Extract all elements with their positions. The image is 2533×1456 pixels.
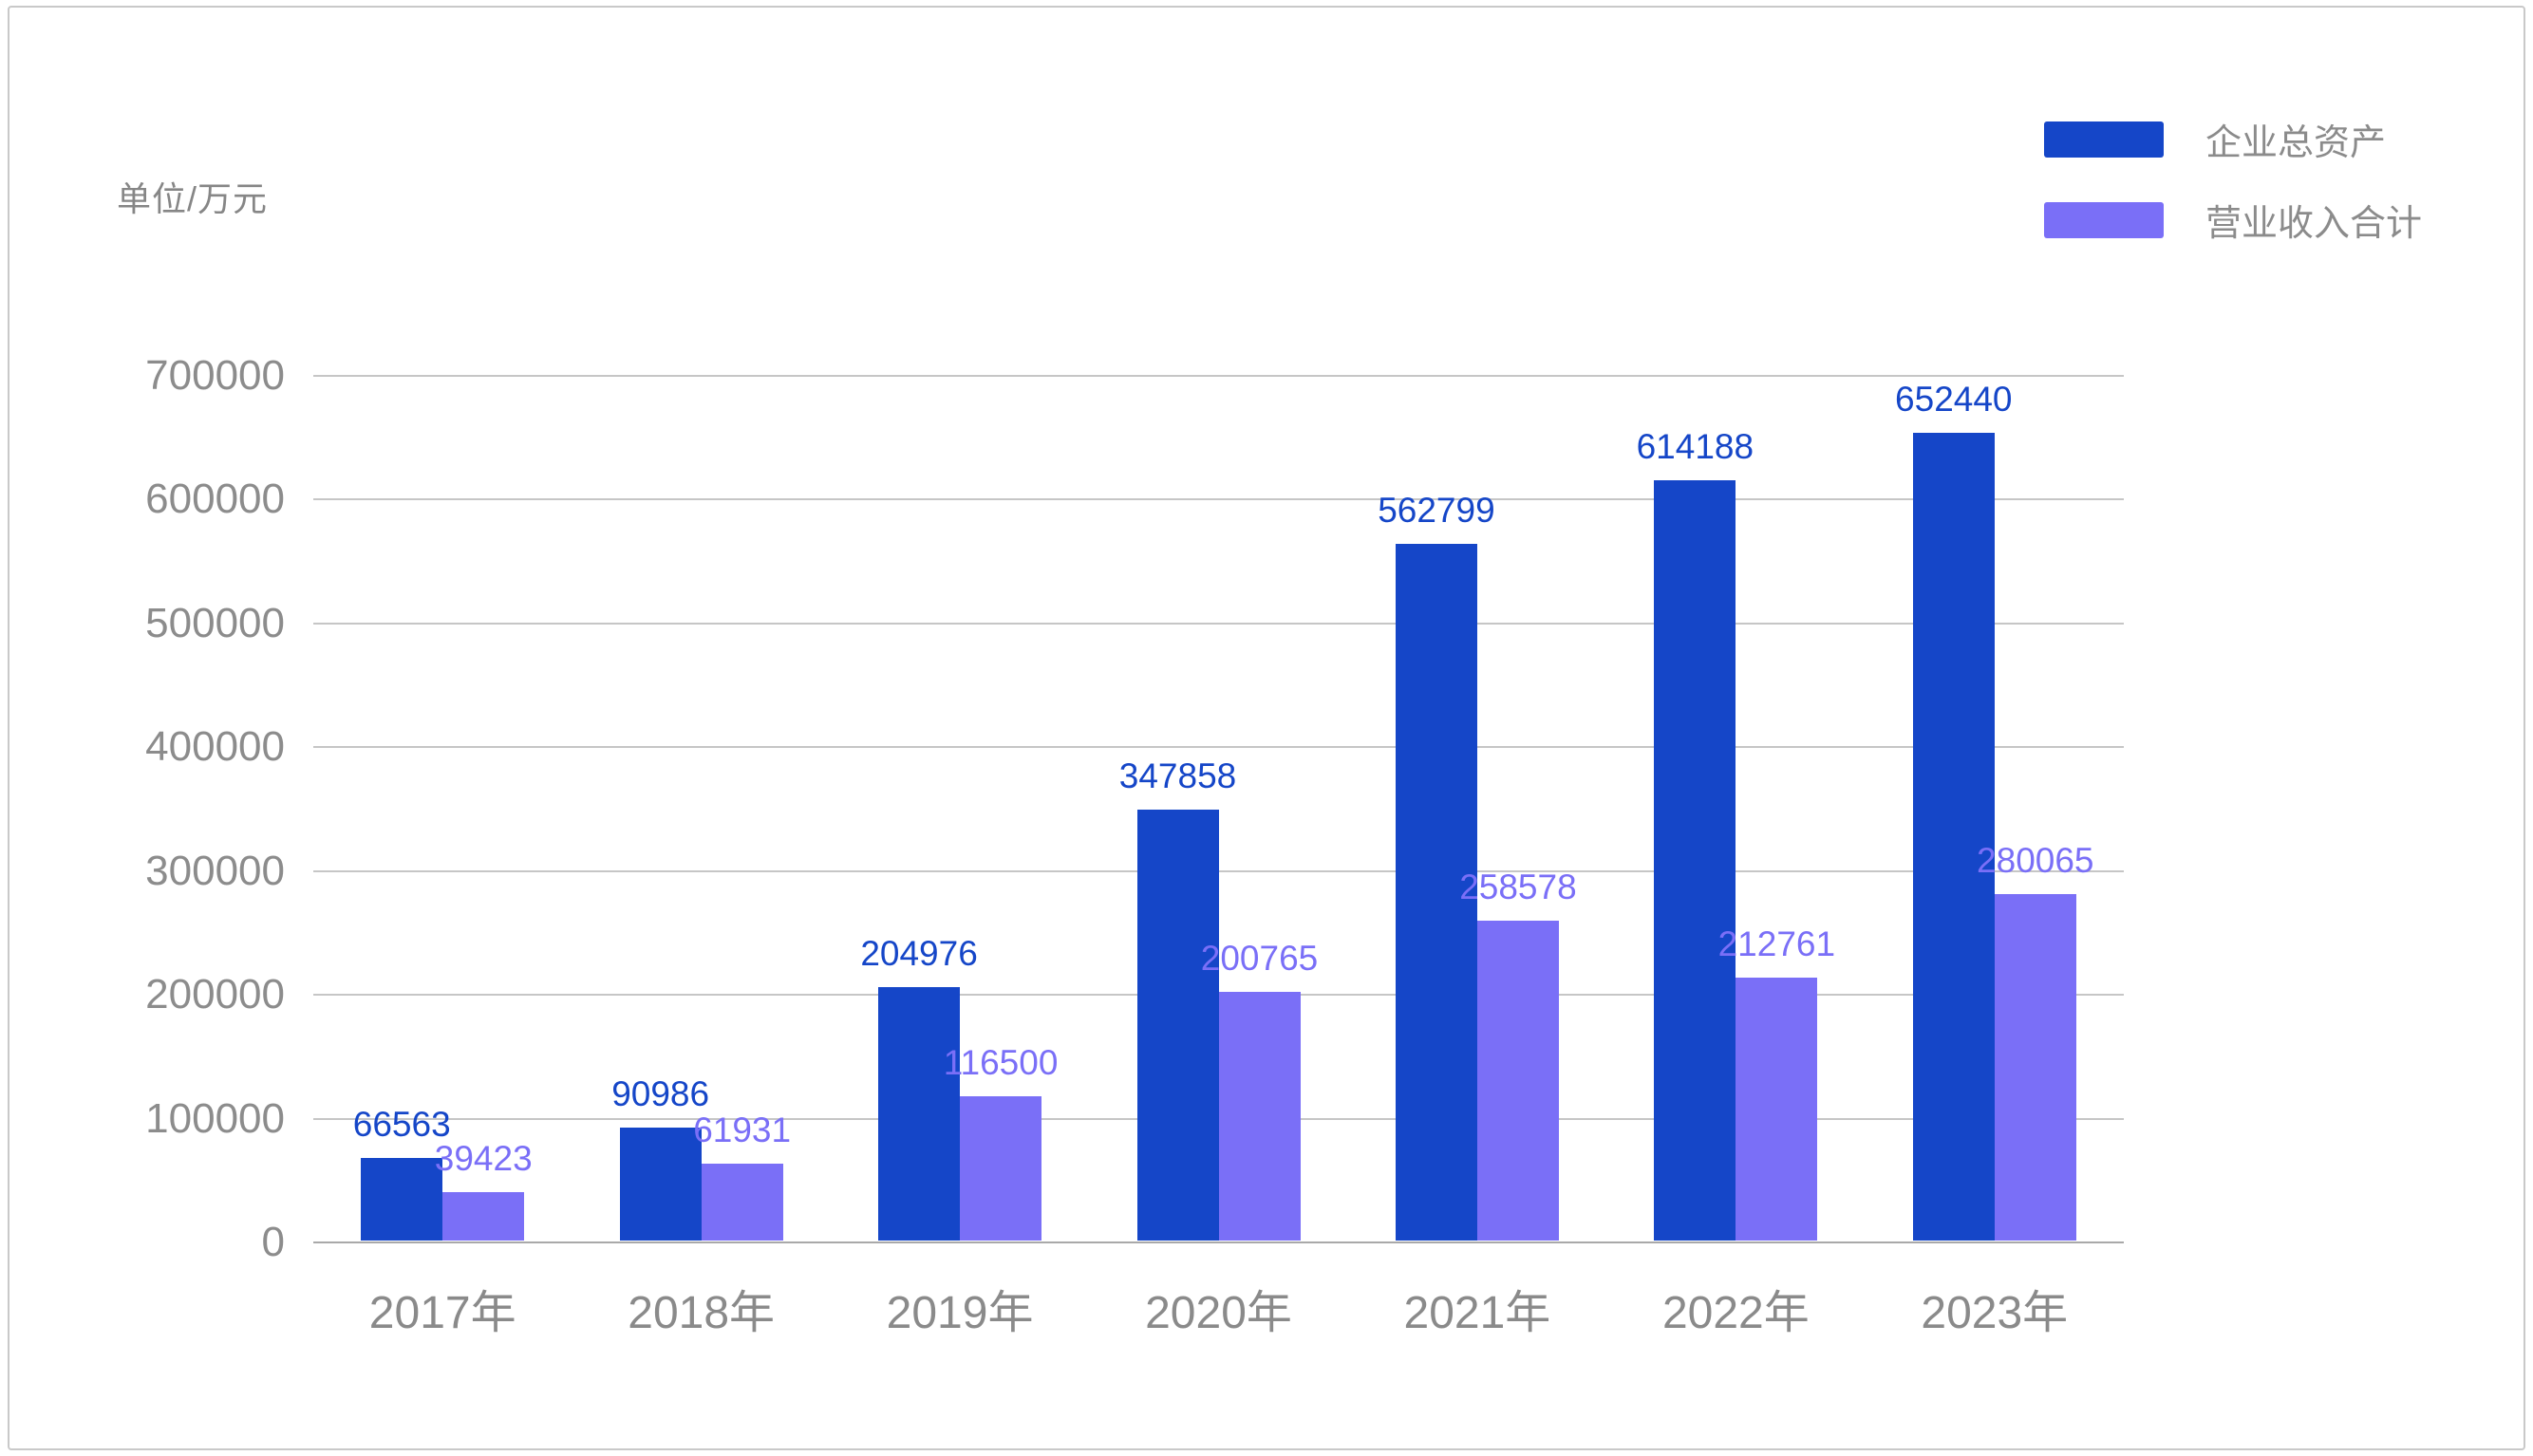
- bar-value-label: 212761: [1717, 924, 1836, 963]
- x-tick-label: 2022年: [1661, 1288, 1810, 1338]
- bar-operating-revenue: 39423: [435, 1139, 533, 1241]
- bar-value-label: 258578: [1459, 867, 1577, 906]
- gridline: [313, 622, 2124, 625]
- bar-operating-revenue: 61931: [693, 1111, 791, 1241]
- bar-total-assets: 66563: [353, 1105, 451, 1241]
- x-tick-label: 2020年: [1145, 1288, 1292, 1338]
- bar-total-assets: 204976: [860, 934, 978, 1241]
- gridline: [313, 869, 2124, 872]
- x-tick-label: 2021年: [1403, 1288, 1551, 1338]
- bar-value-label: 61931: [693, 1111, 792, 1150]
- legend-item-operating-revenue[interactable]: 营业收入合计: [2044, 194, 2422, 246]
- bar-operating-revenue: 258578: [1459, 868, 1577, 1241]
- y-tick-label: 700000: [145, 352, 285, 399]
- bar-group-2023年: 652440 280065: [1895, 380, 2094, 1241]
- bar-total-assets: 347858: [1119, 756, 1236, 1241]
- legend: 企业总资产 营业收入合计: [2044, 113, 2422, 274]
- bar-value-label: 614188: [1636, 426, 1754, 466]
- bar-total-assets: 90986: [611, 1074, 709, 1241]
- bar-group-2018年: 90986 61931: [611, 1074, 791, 1241]
- bar-value-label: 204976: [860, 933, 978, 973]
- bar-total-assets: 652440: [1895, 380, 2013, 1241]
- legend-swatch-total-assets: [2044, 121, 2164, 158]
- y-axis-unit-label: 单位/万元: [117, 179, 269, 218]
- x-axis-baseline: [313, 1241, 2124, 1243]
- y-tick-label: 100000: [145, 1094, 285, 1142]
- bar-value-label: 66563: [352, 1105, 451, 1145]
- gridline: [313, 375, 2124, 377]
- bar-value-label: 116500: [943, 1043, 1059, 1083]
- bar-value-label: 200765: [1200, 939, 1319, 979]
- bar-value-label: 562799: [1378, 490, 1495, 530]
- bar-operating-revenue: 200765: [1201, 939, 1318, 1241]
- gridline: [313, 498, 2124, 501]
- bar-total-assets: 562799: [1378, 491, 1495, 1241]
- bar-group-2020年: 347858 200765: [1119, 756, 1318, 1241]
- bar-operating-revenue: 280065: [1977, 841, 2094, 1241]
- bar-group-2022年: 614188 212761: [1637, 427, 1835, 1241]
- bar-group-2021年: 562799 258578: [1378, 491, 1577, 1241]
- y-tick-label: 200000: [145, 971, 285, 1018]
- bar-total-assets: 614188: [1637, 427, 1754, 1241]
- bar-chart-plot-area: 0 100000 200000 300000 400000 500000 600000 700…: [145, 352, 2124, 1338]
- gridline: [313, 746, 2124, 749]
- bar-operating-revenue: 116500: [944, 1043, 1058, 1241]
- bar-group-2017年: 66563 39423: [353, 1105, 533, 1241]
- y-tick-label: 0: [261, 1219, 285, 1265]
- bar-value-label: 90986: [611, 1074, 710, 1114]
- bar-value-label: 652440: [1895, 380, 2013, 420]
- legend-swatch-operating-revenue: [2044, 201, 2164, 238]
- legend-label-operating-revenue: 营业收入合计: [2205, 204, 2423, 244]
- bar-group-2019年: 204976 116500: [860, 934, 1058, 1241]
- legend-item-total-assets[interactable]: 企业总资产: [2044, 113, 2422, 165]
- bar-value-label: 347858: [1118, 756, 1237, 796]
- legend-label-total-assets: 企业总资产: [2205, 123, 2387, 163]
- y-tick-label: 600000: [145, 476, 285, 523]
- x-tick-label: 2017年: [368, 1288, 516, 1338]
- bar-value-label: 39423: [434, 1138, 533, 1178]
- x-tick-label: 2023年: [1921, 1288, 2069, 1338]
- y-tick-label: 500000: [145, 599, 285, 646]
- x-tick-label: 2019年: [886, 1288, 1034, 1338]
- x-tick-label: 2018年: [628, 1288, 776, 1338]
- y-tick-label: 300000: [145, 847, 285, 894]
- bar-value-label: 280065: [1977, 840, 2094, 880]
- y-tick-label: 400000: [145, 723, 285, 771]
- bar-operating-revenue: 212761: [1718, 924, 1835, 1241]
- chart-page: 单位/万元 企业总资产 营业收入合计 0 100000 200000 300000 40…: [8, 6, 2525, 1450]
